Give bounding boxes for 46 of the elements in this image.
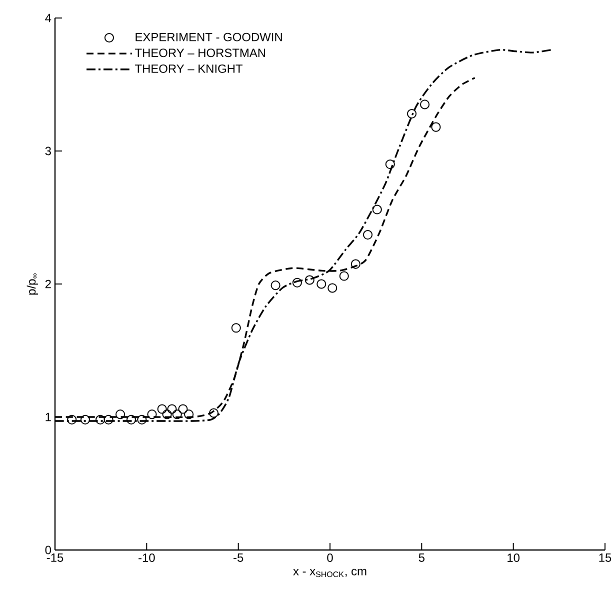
point <box>104 414 114 424</box>
y-tick-label: 1 <box>46 412 51 422</box>
y-tick-label: 3 <box>45 146 51 156</box>
x-tick-label: 5 <box>418 554 424 562</box>
point <box>178 404 188 414</box>
point <box>420 100 430 110</box>
point <box>350 259 360 269</box>
point <box>362 230 373 240</box>
point <box>431 122 441 132</box>
point <box>231 323 241 333</box>
point <box>80 414 90 424</box>
legend-label: THEORY – HORSTMAN <box>134 48 266 58</box>
legend-label: EXPERIMENT - GOODWIN <box>136 32 282 42</box>
x-tick-label: -5 <box>234 554 244 562</box>
point <box>270 280 280 290</box>
x-tick-label: -15 <box>46 554 64 562</box>
point <box>328 283 338 293</box>
point <box>115 410 126 420</box>
point <box>385 160 395 170</box>
point <box>96 414 106 424</box>
x-tick-label: -10 <box>138 554 155 562</box>
point <box>316 279 326 289</box>
point <box>126 414 136 424</box>
x-axis-title: x - x$_{SHOCK}$, cm <box>293 568 366 578</box>
y-axis-title: p/p$_{∞}$ <box>26 273 38 295</box>
point <box>208 408 219 418</box>
point <box>184 410 194 420</box>
x-tick-label: 15 <box>599 554 611 562</box>
point <box>137 414 147 424</box>
y-tick-label: 2 <box>45 280 51 288</box>
y-tick-label: 4 <box>45 14 52 22</box>
y-tick-label: 0 <box>45 546 52 554</box>
point <box>147 410 157 420</box>
point <box>162 410 172 420</box>
point <box>339 271 349 281</box>
point <box>292 278 302 288</box>
point <box>157 404 167 414</box>
point <box>67 414 77 424</box>
point <box>304 275 314 285</box>
point <box>406 108 417 119</box>
point <box>172 410 182 420</box>
point <box>372 204 382 214</box>
point <box>167 404 177 414</box>
x-tick-label: 0 <box>327 554 333 562</box>
legend-label: THEORY – KNIGHT <box>134 64 243 73</box>
x-tick-label: 10 <box>508 554 520 562</box>
